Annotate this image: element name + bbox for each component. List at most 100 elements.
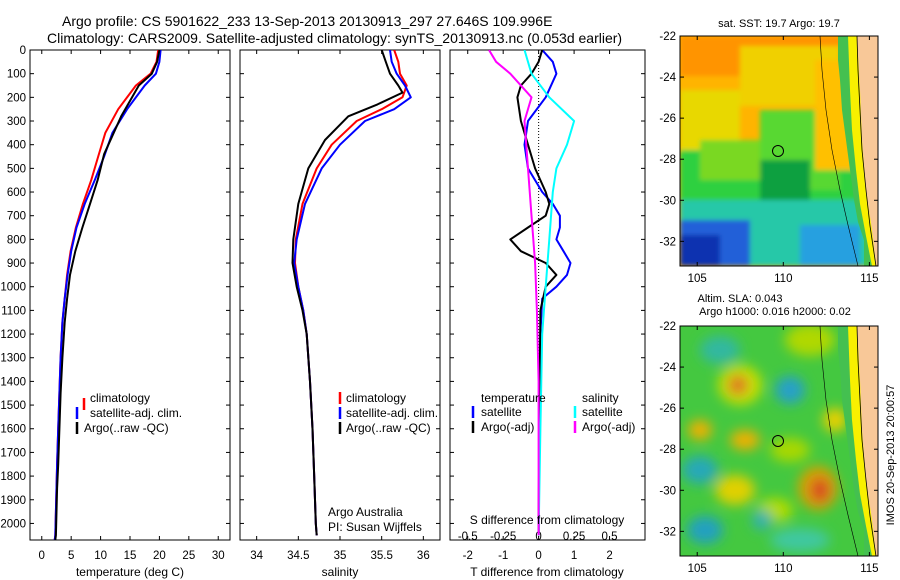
legend-argo: Argo(..raw -QC) bbox=[346, 421, 431, 435]
legend-salinity-title: salinity bbox=[582, 391, 619, 405]
temperature-tick-label: 20 bbox=[153, 550, 166, 562]
legend-satellite-adj: satellite-adj. clim. bbox=[346, 406, 438, 420]
salinity-tick-label: 35.5 bbox=[370, 550, 392, 562]
map-lon-tick: 105 bbox=[688, 273, 707, 285]
s-difference-tick-label: 0.5 bbox=[602, 531, 618, 543]
header-line-1: Argo profile: CS 5901622_233 13-Sep-2013… bbox=[62, 13, 552, 29]
depth-tick-label: 300 bbox=[7, 116, 26, 128]
series-line bbox=[53, 50, 162, 540]
pi-note: PI: Susan Wijffels bbox=[328, 520, 422, 534]
salinity-xlabel: salinity bbox=[322, 565, 359, 579]
t-difference-xlabel: T difference from climatology bbox=[470, 565, 624, 579]
temperature-panel bbox=[29, 49, 231, 541]
difference-legend: temperature satellite Argo(-adj) salinit… bbox=[471, 391, 635, 434]
depth-tick-label: 1900 bbox=[0, 495, 26, 507]
temperature-tick-label: 15 bbox=[124, 550, 137, 562]
map-lat-tick: -24 bbox=[659, 72, 676, 84]
legend-climatology: climatology bbox=[90, 391, 150, 405]
header-line-2: Climatology: CARS2009. Satellite-adjuste… bbox=[47, 30, 622, 46]
depth-tick-label: 0 bbox=[20, 45, 26, 57]
salinity-tick-label: 34.5 bbox=[287, 550, 309, 562]
difference-tick-label: 1 bbox=[571, 550, 577, 562]
legend-temperature-title: temperature bbox=[481, 391, 546, 405]
depth-tick-label: 500 bbox=[7, 163, 26, 175]
sst-map bbox=[680, 36, 878, 266]
temperature-tick-label: 5 bbox=[68, 550, 74, 562]
temperature-tick-label: 10 bbox=[94, 550, 107, 562]
depth-tick-label: 1000 bbox=[0, 282, 26, 294]
series-line bbox=[523, 50, 576, 536]
s-difference-xlabel: S difference from climatology bbox=[470, 513, 625, 527]
series-line bbox=[294, 50, 408, 536]
difference-tick-label: -1 bbox=[498, 550, 508, 562]
salinity-tick-label: 34 bbox=[250, 550, 263, 562]
s-difference-tick-label: -0.5 bbox=[458, 531, 478, 543]
map-lon-tick: 110 bbox=[774, 273, 792, 285]
series-line bbox=[293, 50, 412, 536]
argo-australia-note: Argo Australia bbox=[328, 505, 403, 519]
map-lat-tick: -26 bbox=[659, 403, 676, 415]
map-lon-tick: 115 bbox=[860, 563, 878, 575]
map-lon-tick: 110 bbox=[774, 563, 792, 575]
difference-panel bbox=[449, 49, 646, 541]
series-line bbox=[291, 50, 404, 536]
legend-climatology: climatology bbox=[346, 391, 406, 405]
depth-tick-label: 100 bbox=[7, 69, 26, 81]
depth-axis: 0 100 200 300 400 500 600 700 800 900 1000 1100 1200… bbox=[0, 45, 645, 530]
sla-map-title: Altim. SLA: 0.043 bbox=[698, 293, 783, 305]
depth-tick-label: 1500 bbox=[0, 400, 26, 412]
s-difference-tick-label: -0.25 bbox=[490, 531, 516, 543]
series-line bbox=[53, 50, 160, 540]
map-lon-tick: 115 bbox=[860, 273, 878, 285]
series-line bbox=[509, 50, 558, 536]
map-lat-tick: -30 bbox=[659, 485, 676, 497]
sla-map bbox=[680, 326, 878, 556]
legend-t-argo: Argo(-adj) bbox=[481, 420, 534, 434]
depth-tick-label: 1800 bbox=[0, 471, 26, 483]
map-lat-tick: -28 bbox=[659, 444, 676, 456]
depth-tick-label: 1700 bbox=[0, 447, 26, 459]
depth-tick-label: 900 bbox=[7, 258, 26, 270]
depth-tick-label: 700 bbox=[7, 211, 26, 223]
sla-map-axes: 105 110 115 -22 -24 -26 -28 -30 -32 bbox=[659, 321, 878, 575]
depth-tick-label: 600 bbox=[7, 187, 26, 199]
sst-map-axes: 105 110 115 -22 -24 -26 -28 -30 -32 bbox=[659, 31, 878, 285]
map-lon-tick: 105 bbox=[688, 563, 707, 575]
map-lat-tick: -32 bbox=[659, 526, 676, 538]
depth-tick-label: 400 bbox=[7, 140, 26, 152]
salinity-lines bbox=[291, 50, 412, 536]
temperature-tick-label: 25 bbox=[182, 550, 195, 562]
temperature-xlabel: temperature (deg C) bbox=[76, 565, 184, 579]
map-lat-tick: -30 bbox=[659, 195, 676, 207]
depth-tick-label: 2000 bbox=[0, 518, 26, 530]
temperature-lines bbox=[53, 50, 162, 540]
temperature-legend: climatology satellite-adj. clim. Argo(..… bbox=[75, 391, 182, 435]
salinity-tick-label: 35 bbox=[334, 550, 347, 562]
imos-stamp: IMOS 20-Sep-2013 20:00:57 bbox=[885, 385, 897, 526]
series-line bbox=[488, 50, 540, 536]
s-difference-tick-label: 0.25 bbox=[563, 531, 585, 543]
temperature-tick-label: 30 bbox=[212, 550, 225, 562]
map-lat-tick: -26 bbox=[659, 113, 676, 125]
depth-tick-label: 1400 bbox=[0, 376, 26, 388]
difference-tick-label: 0 bbox=[535, 550, 541, 562]
depth-tick-label: 1200 bbox=[0, 329, 26, 341]
depth-tick-label: 200 bbox=[7, 92, 26, 104]
sla-map-subtitle: Argo h1000: 0.016 h2000: 0.02 bbox=[699, 306, 851, 318]
salinity-tick-label: 36 bbox=[417, 550, 430, 562]
legend-t-satellite: satellite bbox=[481, 405, 522, 419]
sst-map-title: sat. SST: 19.7 Argo: 19.7 bbox=[718, 18, 840, 30]
difference-lines bbox=[488, 50, 576, 540]
map-lat-tick: -32 bbox=[659, 236, 676, 248]
depth-tick-label: 1600 bbox=[0, 424, 26, 436]
salinity-legend: climatology satellite-adj. clim. Argo(..… bbox=[338, 391, 438, 435]
series-line bbox=[523, 50, 572, 536]
map-lat-tick: -28 bbox=[659, 154, 676, 166]
x-axes: 0 5 10 15 20 25 30 34 34.5 35 35.5 36 -2 -1 0 1 2 -0.5 -0.… bbox=[39, 50, 618, 562]
series-line bbox=[54, 50, 161, 540]
temperature-tick-label: 0 bbox=[39, 550, 45, 562]
legend-argo: Argo(..raw -QC) bbox=[84, 421, 169, 435]
depth-tick-label: 1100 bbox=[1, 305, 26, 317]
legend-s-argo: Argo(-adj) bbox=[582, 420, 635, 434]
